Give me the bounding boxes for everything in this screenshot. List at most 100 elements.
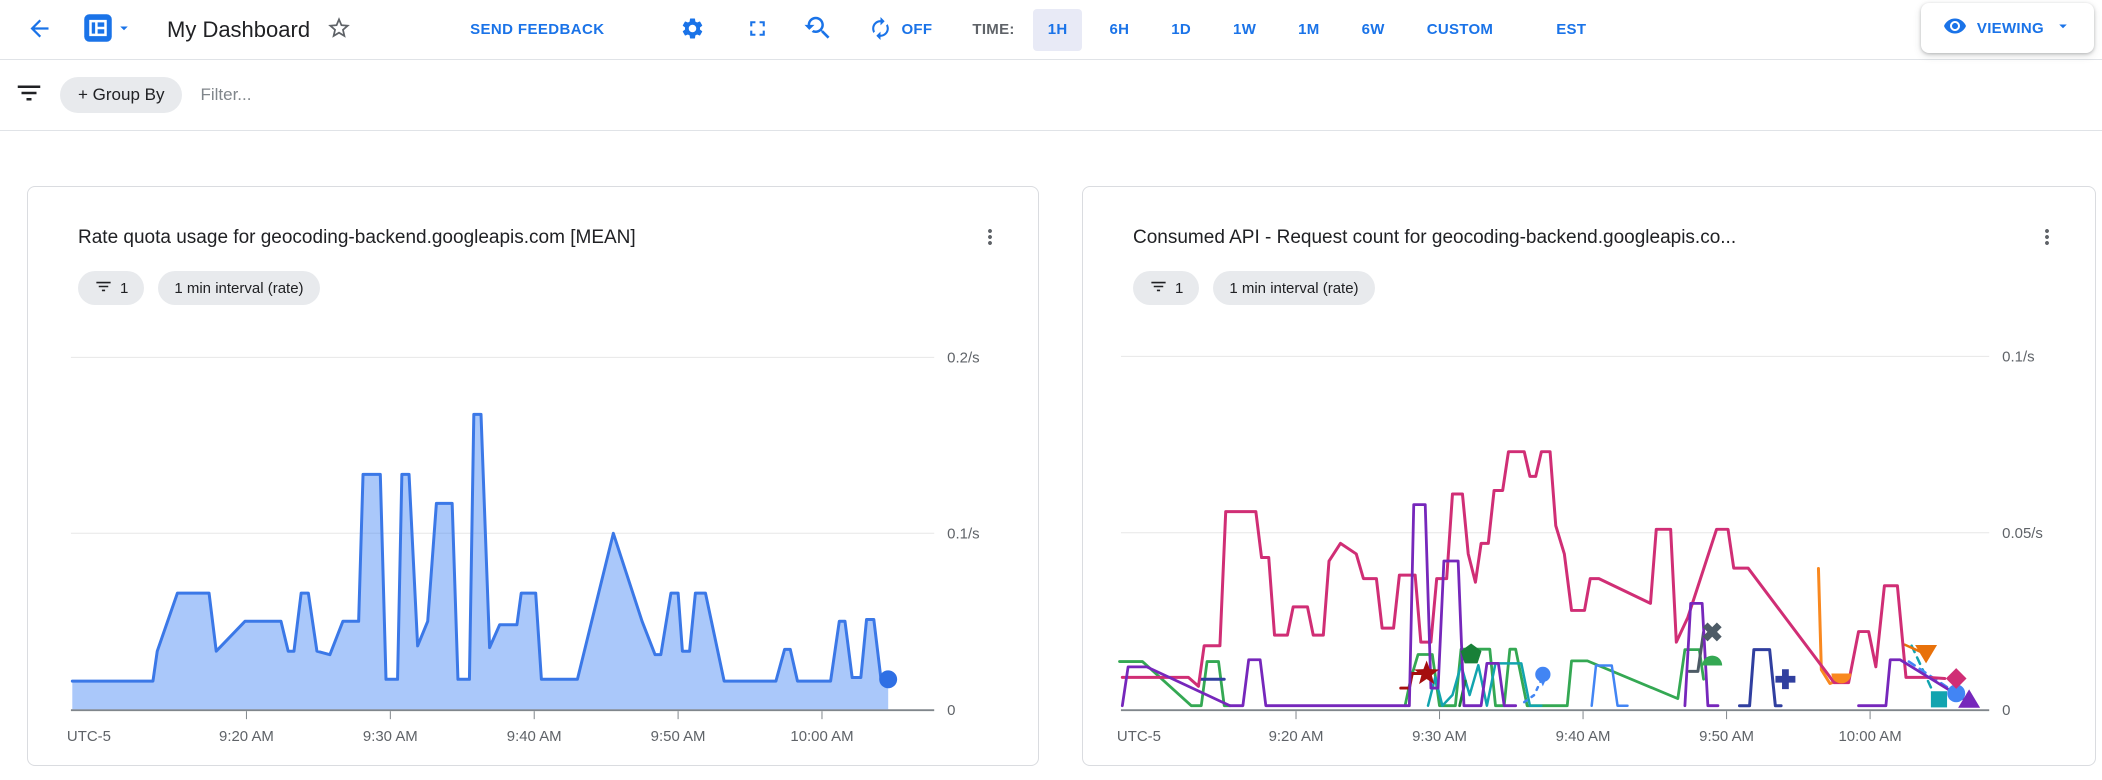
more-options-button[interactable] bbox=[978, 225, 1002, 252]
series-line-green bbox=[1403, 647, 1705, 708]
kebab-vertical-icon bbox=[978, 225, 1002, 252]
x-axis-tick-label: 9:40 AM bbox=[507, 728, 562, 745]
zoom-reset-button[interactable] bbox=[802, 13, 832, 46]
chevron-down-icon bbox=[2054, 17, 2072, 39]
filter-input[interactable] bbox=[198, 84, 623, 106]
filter-bar: + Group By bbox=[0, 60, 2102, 131]
series-line-purple bbox=[1120, 503, 1518, 708]
card-title: Consumed API - Request count for geocodi… bbox=[1133, 227, 1737, 248]
search-history-icon bbox=[802, 13, 832, 46]
series-line-navy bbox=[1738, 648, 1783, 708]
interval-label: 1 min interval (rate) bbox=[174, 279, 304, 297]
eye-icon bbox=[1943, 14, 1967, 42]
back-button[interactable] bbox=[26, 15, 53, 45]
timezone-axis-label: UTC-5 bbox=[67, 728, 111, 745]
series-line-teal bbox=[1426, 662, 1543, 707]
refresh-state-label: OFF bbox=[901, 21, 933, 38]
fullscreen-icon bbox=[745, 16, 770, 44]
chart-chips: 1 1 min interval (rate) bbox=[78, 271, 1038, 305]
series-line-rate-quota-mean bbox=[70, 412, 890, 683]
marker-diamond-pink bbox=[1945, 668, 1967, 689]
send-feedback-link[interactable]: SEND FEEDBACK bbox=[470, 21, 605, 38]
filter-count-chip[interactable]: 1 bbox=[1133, 271, 1200, 305]
series-line-pink bbox=[1120, 450, 1947, 688]
viewing-mode-button[interactable]: VIEWING bbox=[1920, 3, 2094, 53]
time-range-1d[interactable]: 1D bbox=[1156, 9, 1206, 51]
marker-circle-blue bbox=[1947, 684, 1966, 703]
y-axis-tick-label: 0.05/s bbox=[2002, 525, 2043, 542]
chart-card-consumed-api: Consumed API - Request count for geocodi… bbox=[1082, 186, 2096, 766]
x-axis-tick-label: 9:30 AM bbox=[1412, 728, 1467, 745]
auto-refresh-button[interactable]: OFF bbox=[868, 16, 932, 44]
x-axis-tick-label: 9:20 AM bbox=[219, 728, 274, 745]
time-label: TIME: bbox=[972, 21, 1015, 38]
chart-chips: 1 1 min interval (rate) bbox=[1133, 271, 2095, 305]
viewing-label: VIEWING bbox=[1976, 19, 2044, 37]
x-axis-tick-label: 9:40 AM bbox=[1556, 728, 1611, 745]
kebab-vertical-icon bbox=[2035, 225, 2059, 252]
marker-plus-navy bbox=[1775, 669, 1796, 690]
area-fill-rate-quota-mean bbox=[72, 414, 889, 710]
x-axis-tick-label: 9:20 AM bbox=[1269, 728, 1324, 745]
timezone-button[interactable]: EST bbox=[1550, 20, 1592, 39]
time-range-1m[interactable]: 1M bbox=[1283, 9, 1334, 51]
filter-count-label: 1 bbox=[120, 279, 129, 297]
x-axis-tick-label: 10:00 AM bbox=[1839, 728, 1902, 745]
marker-triangle-up-purple bbox=[1958, 689, 1981, 708]
series-line-slate bbox=[1687, 630, 1706, 673]
settings-button[interactable] bbox=[680, 16, 705, 44]
x-axis-tick-label: 9:30 AM bbox=[363, 728, 418, 745]
interval-chip[interactable]: 1 min interval (rate) bbox=[1213, 271, 1375, 305]
time-range-6h[interactable]: 6H bbox=[1094, 9, 1144, 51]
autorenew-icon bbox=[868, 16, 893, 44]
filter-list-icon bbox=[14, 78, 44, 113]
series-line-blue bbox=[1522, 675, 1545, 704]
marker-pin-blue bbox=[1535, 666, 1551, 683]
y-axis-tick-label: 0.1/s bbox=[947, 525, 979, 542]
marker-triangle-down-orange-red bbox=[1915, 644, 1938, 664]
time-range-6w[interactable]: 6W bbox=[1347, 9, 1400, 51]
x-axis-tick-label: 10:00 AM bbox=[790, 728, 853, 745]
marker-circle-rate-quota-mean bbox=[879, 670, 898, 689]
timezone-axis-label: UTC-5 bbox=[1117, 728, 1161, 745]
chart-card-rate-quota: Rate quota usage for geocoding-backend.g… bbox=[27, 186, 1039, 766]
fullscreen-button[interactable] bbox=[745, 16, 770, 44]
arrow-back-icon bbox=[26, 15, 53, 45]
card-title: Rate quota usage for geocoding-backend.g… bbox=[78, 227, 636, 248]
marker-x-slate bbox=[1702, 622, 1722, 642]
app-header: My Dashboard SEND FEEDBACK OFF TIME: 1H 6… bbox=[0, 0, 2102, 60]
marker-cup-orange bbox=[1831, 673, 1852, 684]
interval-chip[interactable]: 1 min interval (rate) bbox=[158, 271, 320, 305]
marker-star-dark-red bbox=[1414, 660, 1439, 685]
filter-list-icon bbox=[1149, 277, 1168, 300]
marker-square-teal bbox=[1930, 691, 1948, 708]
x-axis-tick-label: 9:50 AM bbox=[1699, 728, 1754, 745]
group-by-chip[interactable]: + Group By bbox=[60, 77, 183, 113]
favorite-star-button[interactable] bbox=[326, 15, 352, 44]
dashboard-grid-icon bbox=[83, 13, 113, 46]
more-options-button[interactable] bbox=[2035, 225, 2059, 252]
marker-pentagon-dark-green bbox=[1460, 643, 1482, 664]
y-axis-tick-label: 0.1/s bbox=[2002, 348, 2034, 365]
dashboard-cards: Rate quota usage for geocoding-backend.g… bbox=[0, 131, 2102, 766]
dashboard-selector[interactable] bbox=[83, 13, 133, 46]
filter-list-icon bbox=[94, 277, 113, 300]
interval-label: 1 min interval (rate) bbox=[1229, 279, 1359, 297]
series-line-blue bbox=[1590, 664, 1629, 707]
chevron-down-icon bbox=[115, 19, 133, 40]
gear-icon bbox=[680, 16, 705, 44]
filter-count-label: 1 bbox=[1175, 279, 1184, 297]
y-axis-zero-label: 0 bbox=[947, 702, 955, 719]
time-range-1w[interactable]: 1W bbox=[1218, 9, 1271, 51]
chart-rate-quota-usage[interactable]: 0.2/s 0.1/s 0 9:20 AM 9:30 AM 9:40 AM 9:50 AM 1… bbox=[28, 187, 1038, 765]
page-title: My Dashboard bbox=[167, 16, 311, 42]
time-range-custom[interactable]: CUSTOM bbox=[1412, 9, 1509, 51]
y-axis-zero-label: 0 bbox=[2002, 702, 2010, 719]
time-range-1h[interactable]: 1H bbox=[1032, 8, 1083, 51]
chart-consumed-api-request-count[interactable]: 0.1/s 0.05/s 0 9:20 AM 9:30 AM 9:40 AM 9:50 AM… bbox=[1083, 187, 2095, 765]
y-axis-tick-label: 0.2/s bbox=[947, 349, 979, 366]
filter-count-chip[interactable]: 1 bbox=[78, 271, 145, 305]
series-line-orange-red bbox=[1903, 643, 1922, 653]
series-line-dark-red bbox=[1399, 672, 1424, 690]
x-axis-tick-label: 9:50 AM bbox=[651, 728, 706, 745]
